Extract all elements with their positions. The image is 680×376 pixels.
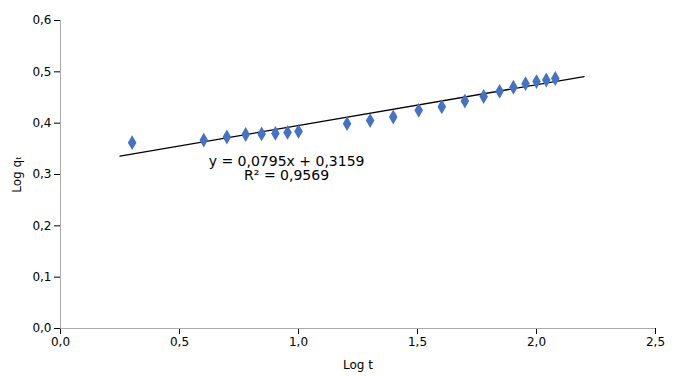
svg-text:0,5: 0,5	[32, 65, 51, 79]
svg-text:0,3: 0,3	[32, 167, 51, 181]
svg-text:0,1: 0,1	[32, 270, 51, 284]
svg-text:0,0: 0,0	[51, 335, 70, 349]
svg-text:2,0: 2,0	[527, 335, 546, 349]
svg-text:0,0: 0,0	[32, 321, 51, 335]
svg-text:0,2: 0,2	[32, 219, 51, 233]
svg-text:y = 0,0795x + 0,3159R² = 0,956: y = 0,0795x + 0,3159R² = 0,9569	[209, 153, 365, 183]
svg-text:0,5: 0,5	[170, 335, 189, 349]
svg-text:1,0: 1,0	[289, 335, 308, 349]
svg-text:Log qₜ: Log qₜ	[10, 156, 24, 192]
svg-text:0,6: 0,6	[32, 13, 51, 27]
svg-text:2,5: 2,5	[646, 335, 665, 349]
svg-text:1,5: 1,5	[408, 335, 427, 349]
svg-text:Log t: Log t	[343, 358, 373, 372]
svg-text:0,4: 0,4	[32, 116, 51, 130]
